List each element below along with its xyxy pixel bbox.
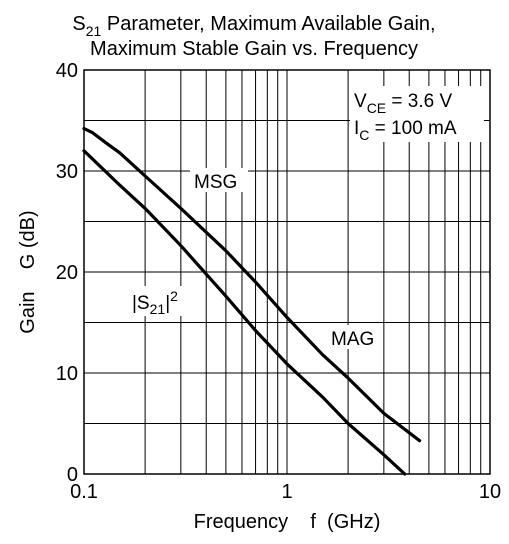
x-tick-label: 10 [479,481,501,503]
ic-condition: IC = 100 mA [354,118,457,143]
s21-label: |S21|2 [132,288,178,317]
msg-label: MSG [194,172,237,193]
curves [82,127,422,476]
mag-label: MAG [331,329,374,350]
x-tick-label: 1 [281,481,292,503]
mag-annotation: MAG [327,325,383,350]
s21-curve [82,149,407,476]
y-tick-label: 40 [56,60,78,82]
vce-condition: VCE = 3.6 V [354,91,452,116]
msg-annotation: MSG [190,168,248,193]
y-axis-label: Gain G (dB) [17,210,39,333]
y-tick-labels: 0 10 20 30 40 [56,60,78,486]
s21-annotation: |S21|2 [130,286,198,317]
x-tick-labels: 0.1 1 10 [70,481,501,503]
conditions-annotation: VCE = 3.6 V IC = 100 mA [350,86,484,143]
y-tick-label: 10 [56,363,78,385]
x-tick-label: 0.1 [70,481,98,503]
y-tick-label: 20 [56,262,78,284]
x-axis-label: Frequency f (GHz) [194,511,381,533]
y-tick-label: 0 [67,464,78,486]
msg-mag-curve [82,127,422,443]
plot-frame [83,69,491,475]
chart-title-line-2: Maximum Stable Gain vs. Frequency [90,38,418,60]
y-tick-label: 30 [56,161,78,183]
chart-title-line-1: S21 Parameter, Maximum Available Gain, [72,13,435,39]
